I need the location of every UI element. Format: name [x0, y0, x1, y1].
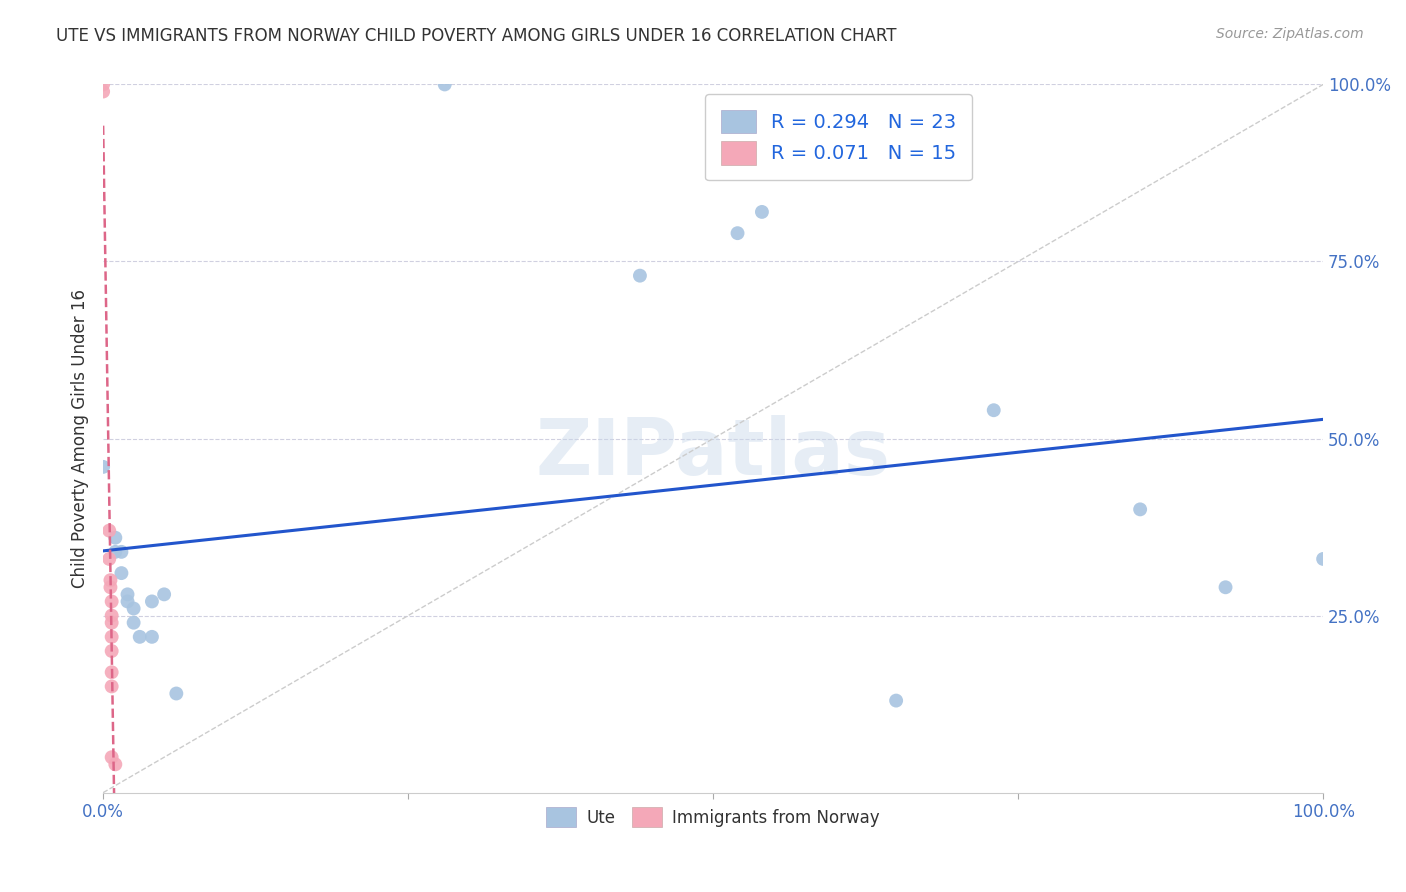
Point: [98, 552, 121, 566]
Point: [1312, 552, 1334, 566]
Point: [153, 587, 176, 601]
Point: [141, 594, 163, 608]
Point: [100, 580, 122, 594]
Text: Source: ZipAtlas.com: Source: ZipAtlas.com: [1216, 27, 1364, 41]
Point: [727, 226, 749, 240]
Point: [884, 693, 907, 707]
Point: [165, 686, 187, 700]
Point: [433, 78, 456, 92]
Point: [628, 268, 651, 283]
Point: [117, 587, 139, 601]
Point: [751, 205, 773, 219]
Y-axis label: Child Poverty Among Girls Under 16: Child Poverty Among Girls Under 16: [72, 289, 89, 588]
Point: [100, 750, 122, 764]
Point: [117, 594, 139, 608]
Point: [1129, 502, 1152, 516]
Point: [100, 665, 122, 680]
Point: [104, 531, 127, 545]
Legend: Ute, Immigrants from Norway: Ute, Immigrants from Norway: [540, 800, 886, 834]
Point: [104, 545, 127, 559]
Point: [1215, 580, 1237, 594]
Text: UTE VS IMMIGRANTS FROM NORWAY CHILD POVERTY AMONG GIRLS UNDER 16 CORRELATION CHA: UTE VS IMMIGRANTS FROM NORWAY CHILD POVE…: [56, 27, 897, 45]
Point: [91, 78, 114, 92]
Point: [98, 524, 121, 538]
Point: [110, 566, 132, 580]
Point: [91, 459, 114, 474]
Point: [100, 573, 122, 587]
Point: [110, 545, 132, 559]
Point: [100, 615, 122, 630]
Text: ZIPatlas: ZIPatlas: [536, 415, 890, 491]
Point: [100, 594, 122, 608]
Point: [128, 630, 150, 644]
Point: [983, 403, 1005, 417]
Point: [104, 757, 127, 772]
Point: [100, 630, 122, 644]
Point: [141, 630, 163, 644]
Point: [122, 615, 145, 630]
Point: [122, 601, 145, 615]
Point: [100, 680, 122, 694]
Point: [100, 608, 122, 623]
Point: [100, 644, 122, 658]
Point: [91, 85, 114, 99]
